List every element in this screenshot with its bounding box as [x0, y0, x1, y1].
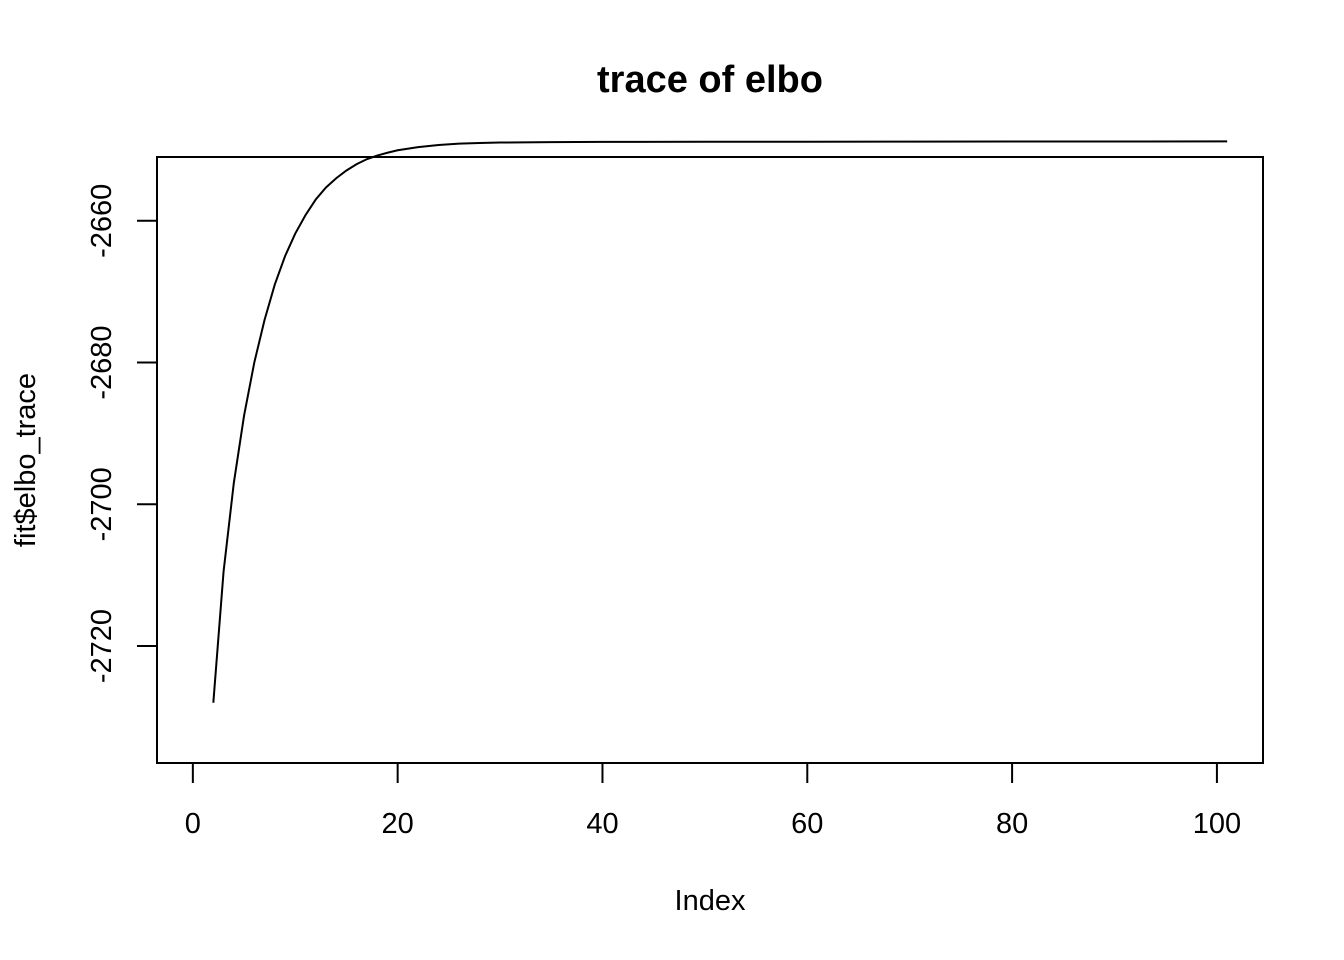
x-tick-label: 20	[382, 808, 414, 840]
chart-title: trace of elbo	[597, 59, 823, 101]
x-tick-label: 60	[791, 808, 823, 840]
x-tick-label: 100	[1193, 808, 1241, 840]
y-tick-label: -2700	[86, 467, 118, 541]
x-axis-label: Index	[675, 885, 746, 917]
y-tick-label: -2660	[86, 184, 118, 258]
y-axis: -2720 -2700 -2680 -2660	[86, 184, 158, 683]
plot-frame	[156, 156, 1264, 764]
series-layer	[212, 140, 1228, 703]
x-tick-label: 0	[185, 808, 201, 840]
y-axis-label: fit$elbo_trace	[10, 373, 42, 547]
y-tick-label: -2680	[86, 325, 118, 399]
x-axis: 0 20 40 60 80 100	[185, 762, 1241, 840]
y-tick-label: -2720	[86, 609, 118, 683]
series-line-0	[212, 140, 1228, 703]
x-tick-label: 80	[996, 808, 1028, 840]
x-tick-label: 40	[586, 808, 618, 840]
